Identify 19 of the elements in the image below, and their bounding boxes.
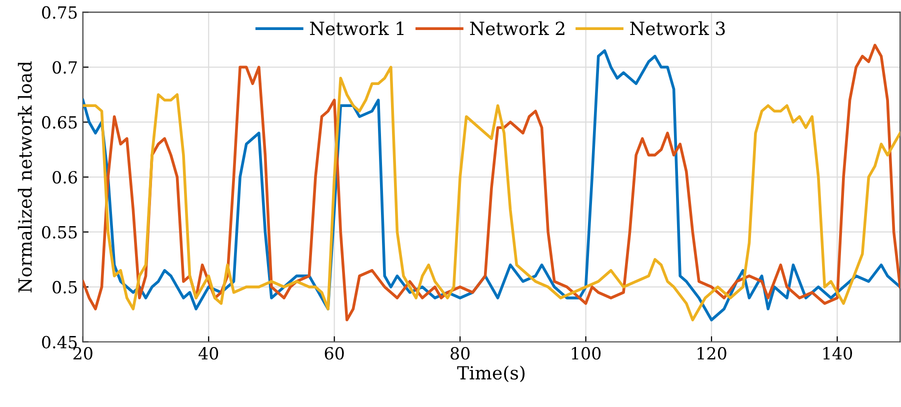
y-tick-label: 0.7 xyxy=(52,61,77,74)
y-tick-label: 0.45 xyxy=(42,336,77,348)
y-tick-label: 0.75 xyxy=(42,6,77,19)
legend-label: Network 1 xyxy=(310,21,404,36)
legend-label: Network 3 xyxy=(630,21,725,36)
x-tick-label: 60 xyxy=(324,347,344,360)
y-tick-label: 0.65 xyxy=(42,116,77,129)
y-axis-title: Normalized network load xyxy=(18,61,32,292)
y-tick-label: 0.6 xyxy=(52,171,77,184)
x-tick-label: 80 xyxy=(450,347,470,360)
y-tick-label: 0.5 xyxy=(52,280,77,294)
x-tick-label: 140 xyxy=(823,347,852,360)
y-tick-label: 0.55 xyxy=(42,226,77,239)
x-tick-label: 120 xyxy=(698,347,726,360)
legend-label: Network 2 xyxy=(470,21,564,36)
x-tick-label: 40 xyxy=(198,347,218,360)
x-tick-label: 100 xyxy=(572,347,601,360)
x-axis-title: Time(s) xyxy=(457,366,525,382)
x-tick-label: 20 xyxy=(73,347,92,360)
